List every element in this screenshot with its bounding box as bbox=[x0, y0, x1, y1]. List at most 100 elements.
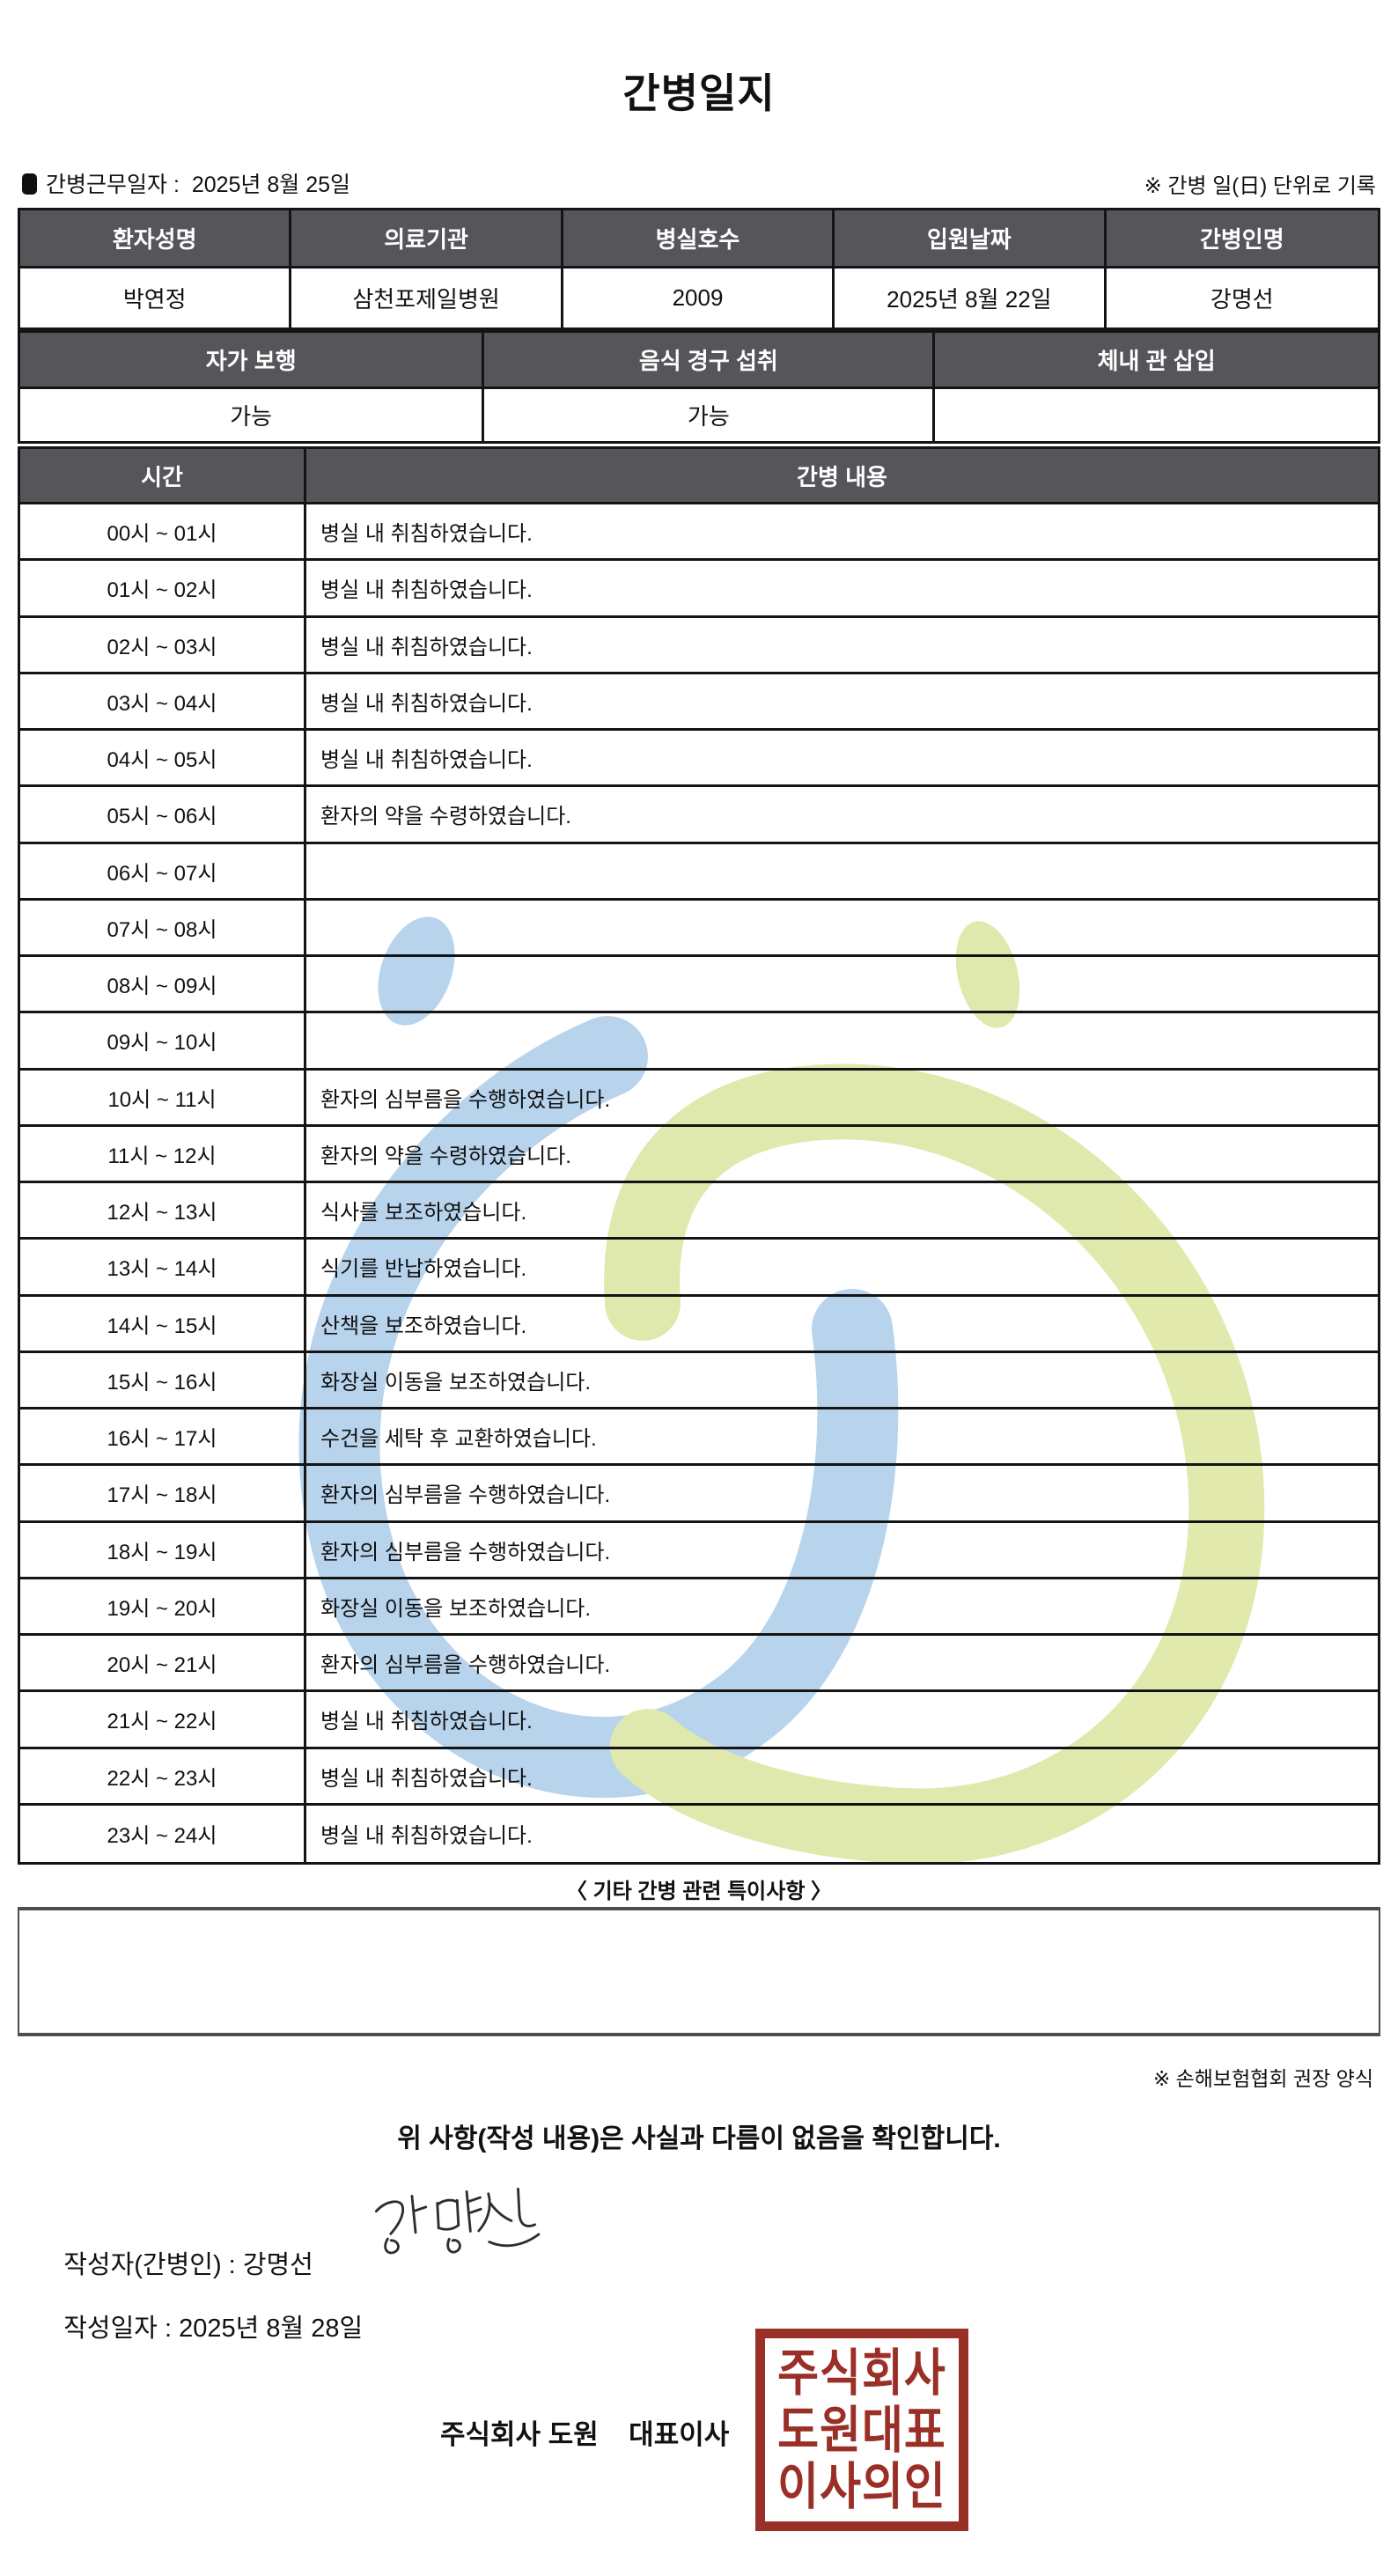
date-line: 작성일자 : 2025년 8월 28일 bbox=[35, 2278, 363, 2374]
column-header: 간병인명 bbox=[1106, 210, 1378, 269]
writer-name: 강명선 bbox=[242, 2251, 313, 2279]
time-cell: 02시 ~ 03시 bbox=[20, 617, 306, 672]
time-cell: 00시 ~ 01시 bbox=[20, 504, 306, 559]
writer-line: 작성자(간병인) : 강명선 bbox=[35, 2215, 313, 2310]
company-line: 주식회사 도원 대표이사 bbox=[440, 2419, 730, 2450]
column-header: 입원날짜 bbox=[835, 210, 1107, 269]
content-column-header: 간병 내용 bbox=[306, 449, 1378, 504]
patient-table-value-row: 박연정 삼천포제일병원 2009 2025년 8월 22일 강명선 bbox=[20, 269, 1378, 328]
table-row: 05시 ~ 06시 환자의 약을 수령하였습니다. bbox=[20, 787, 1378, 844]
time-cell: 05시 ~ 06시 bbox=[20, 787, 306, 842]
time-column-header: 시간 bbox=[20, 449, 306, 504]
table-row: 11시 ~ 12시 환자의 약을 수령하였습니다. bbox=[20, 1126, 1378, 1183]
content-cell bbox=[306, 844, 1378, 898]
remarks-box bbox=[18, 1907, 1380, 2036]
table-row: 19시 ~ 20시 화장실 이동을 보조하였습니다. bbox=[20, 1579, 1378, 1636]
time-cell: 14시 ~ 15시 bbox=[20, 1296, 306, 1351]
content-cell: 병실 내 취침하였습니다. bbox=[320, 1710, 533, 1734]
table-row: 01시 ~ 02시 병실 내 취침하였습니다. bbox=[20, 561, 1378, 618]
time-cell: 04시 ~ 05시 bbox=[20, 731, 306, 785]
table-row: 08시 ~ 09시 bbox=[20, 957, 1378, 1014]
column-header: 체내 관 삽입 bbox=[935, 333, 1378, 389]
unit-note: ※ 간병 일(日) 단위로 기록 bbox=[1144, 174, 1376, 198]
watermark-green-body bbox=[604, 1064, 1265, 1865]
work-date-label: 간병근무일자 bbox=[46, 173, 168, 197]
time-cell: 08시 ~ 09시 bbox=[20, 957, 306, 1012]
content-cell: 화장실 이동을 보조하였습니다. bbox=[320, 1596, 592, 1621]
column-header: 환자성명 bbox=[20, 210, 292, 269]
table-row: 15시 ~ 16시 화장실 이동을 보조하였습니다. bbox=[20, 1352, 1378, 1409]
writer-label: 작성자(간병인) : bbox=[63, 2251, 243, 2279]
content-cell: 병실 내 취침하였습니다. bbox=[320, 578, 533, 603]
content-cell: 환자의 심부름을 수행하였습니다. bbox=[320, 1540, 611, 1564]
table-row: 16시 ~ 17시 수건을 세탁 후 교환하였습니다. bbox=[20, 1409, 1378, 1467]
tube-insertion-value bbox=[935, 389, 1378, 441]
time-cell: 03시 ~ 04시 bbox=[20, 673, 306, 728]
remarks-title: 〈 기타 간병 관련 특이사항 〉 bbox=[565, 1880, 833, 1903]
column-header: 음식 경구 섭취 bbox=[484, 333, 936, 389]
table-row: 13시 ~ 14시 식기를 반납하였습니다. bbox=[20, 1240, 1378, 1297]
table-row: 23시 ~ 24시 병실 내 취침하였습니다. bbox=[20, 1805, 1378, 1862]
page-title: 간병일지 bbox=[622, 70, 776, 116]
oral-intake-value: 가능 bbox=[484, 389, 936, 441]
room-number-value: 2009 bbox=[563, 269, 835, 328]
time-cell: 16시 ~ 17시 bbox=[20, 1409, 306, 1464]
content-cell: 환자의 심부름을 수행하였습니다. bbox=[320, 1653, 611, 1678]
content-cell: 환자의 심부름을 수행하였습니다. bbox=[320, 1087, 611, 1112]
patient-table-header-row: 환자성명 의료기관 병실호수 입원날짜 간병인명 bbox=[20, 210, 1378, 269]
time-cell: 17시 ~ 18시 bbox=[20, 1466, 306, 1520]
care-log-header-row: 시간 간병 내용 bbox=[20, 449, 1378, 504]
hospital-value: 삼천포제일병원 bbox=[291, 269, 563, 328]
time-cell: 12시 ~ 13시 bbox=[20, 1183, 306, 1238]
table-row: 12시 ~ 13시 식사를 보조하였습니다. bbox=[20, 1183, 1378, 1240]
confirmation-statement: 위 사항(작성 내용)은 사실과 다름이 없음을 확인합니다. bbox=[397, 2124, 1001, 2153]
time-cell: 01시 ~ 02시 bbox=[20, 561, 306, 615]
content-cell: 식사를 보조하였습니다. bbox=[320, 1201, 527, 1225]
content-cell: 병실 내 취침하였습니다. bbox=[320, 522, 533, 547]
info-row: 간병근무일자 : 2025년 8월 25일 ※ 간병 일(日) 단위로 기록 bbox=[22, 167, 1376, 199]
content-cell: 환자의 약을 수령하였습니다. bbox=[320, 1144, 571, 1168]
content-cell: 병실 내 취침하였습니다. bbox=[320, 691, 533, 716]
date-label: 작성일자 : bbox=[63, 2315, 180, 2343]
content-cell: 병실 내 취침하였습니다. bbox=[320, 635, 533, 659]
table-row: 02시 ~ 03시 병실 내 취침하였습니다. bbox=[20, 617, 1378, 674]
work-date-value: 2025년 8월 25일 bbox=[191, 173, 351, 197]
content-cell bbox=[306, 957, 1378, 1011]
admission-date-value: 2025년 8월 22일 bbox=[835, 269, 1107, 328]
time-cell: 07시 ~ 08시 bbox=[20, 900, 306, 954]
table-row: 10시 ~ 11시 환자의 심부름을 수행하였습니다. bbox=[20, 1070, 1378, 1127]
time-cell: 11시 ~ 12시 bbox=[20, 1126, 306, 1181]
condition-table-header-row: 자가 보행 음식 경구 섭취 체내 관 삽입 bbox=[20, 333, 1378, 389]
content-cell: 환자의 심부름을 수행하였습니다. bbox=[320, 1483, 611, 1508]
content-cell: 수건을 세탁 후 교환하였습니다. bbox=[320, 1427, 597, 1452]
table-row: 20시 ~ 21시 환자의 심부름을 수행하였습니다. bbox=[20, 1636, 1378, 1693]
care-log-table: 시간 간병 내용 00시 ~ 01시 병실 내 취침하였습니다. 01시 ~ 02시… bbox=[18, 446, 1380, 1865]
time-cell: 22시 ~ 23시 bbox=[20, 1748, 306, 1803]
content-cell: 식기를 반납하였습니다. bbox=[320, 1257, 527, 1282]
condition-table-value-row: 가능 가능 bbox=[20, 389, 1378, 441]
content-cell: 화장실 이동을 보조하였습니다. bbox=[320, 1370, 592, 1395]
table-row: 17시 ~ 18시 환자의 심부름을 수행하였습니다. bbox=[20, 1466, 1378, 1523]
form-note: ※ 손해보험협회 권장 양식 bbox=[1152, 2067, 1373, 2090]
content-cell: 병실 내 취침하였습니다. bbox=[320, 748, 533, 773]
time-cell: 23시 ~ 24시 bbox=[20, 1805, 306, 1862]
column-header: 의료기관 bbox=[291, 210, 563, 269]
self-walking-value: 가능 bbox=[20, 389, 485, 441]
patient-name-value: 박연정 bbox=[20, 269, 292, 328]
watermark-blue-body bbox=[298, 1016, 899, 1799]
date-value: 2025년 8월 28일 bbox=[179, 2315, 364, 2343]
log-table-rows: 00시 ~ 01시 병실 내 취침하였습니다. 01시 ~ 02시 병실 내 취침하였… bbox=[20, 504, 1378, 1862]
time-cell: 20시 ~ 21시 bbox=[20, 1636, 306, 1690]
content-cell: 병실 내 취침하였습니다. bbox=[320, 1824, 533, 1849]
corporate-seal-stamp: 주식회사 도원대표 이사의인 bbox=[755, 2329, 968, 2531]
time-cell: 19시 ~ 20시 bbox=[20, 1579, 306, 1633]
table-row: 14시 ~ 15시 산책을 보조하였습니다. bbox=[20, 1296, 1378, 1353]
work-date-line: 간병근무일자 : 2025년 8월 25일 bbox=[22, 167, 350, 199]
table-row: 18시 ~ 19시 환자의 심부름을 수행하였습니다. bbox=[20, 1522, 1378, 1579]
table-row: 21시 ~ 22시 병실 내 취침하였습니다. bbox=[20, 1692, 1378, 1749]
table-row: 22시 ~ 23시 병실 내 취침하였습니다. bbox=[20, 1748, 1378, 1806]
table-row: 03시 ~ 04시 병실 내 취침하였습니다. bbox=[20, 673, 1378, 731]
time-cell: 18시 ~ 19시 bbox=[20, 1522, 306, 1577]
